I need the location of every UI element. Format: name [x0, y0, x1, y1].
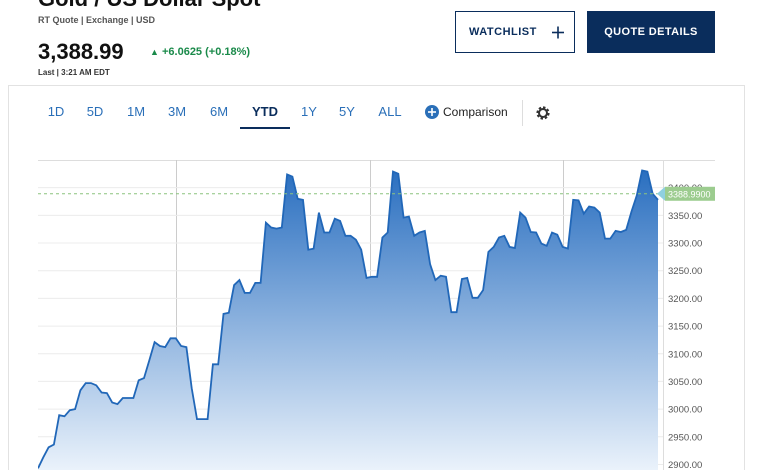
change: ▲ +6.0625 (+0.18%)	[150, 46, 250, 58]
range-tab[interactable]: 6M	[209, 104, 229, 119]
last-price-pointer	[657, 186, 665, 201]
y-tick-label: 3200.00	[668, 294, 702, 305]
price-line	[38, 169, 659, 469]
button-label: WATCHLIST	[469, 26, 537, 38]
range-tab[interactable]: 1M	[126, 104, 146, 119]
y-tick-label: 3350.00	[668, 211, 702, 222]
last-price-tag	[665, 186, 715, 201]
range-tab[interactable]: YTD	[252, 104, 278, 119]
y-tick-label: 3050.00	[668, 377, 702, 388]
change-text: +6.0625 (+0.18%)	[161, 46, 251, 58]
y-tick-label: 3100.00	[668, 349, 702, 360]
comparison[interactable]: Comparison	[443, 105, 508, 119]
settings-icon	[538, 108, 548, 118]
range-tab[interactable]: 5D	[86, 104, 104, 119]
quote-details-button[interactable]: QUOTE DETAILS	[587, 11, 715, 53]
range-tab[interactable]: ALL	[378, 104, 402, 119]
source: RT Quote | Exchange | USD	[38, 15, 156, 25]
last-time: Last | 3:21 AM EDT	[38, 68, 110, 77]
y-tick-label: 3300.00	[668, 239, 702, 250]
range-tab[interactable]: 1Y	[301, 104, 317, 119]
area-fill	[38, 170, 658, 470]
y-tick-label: 3150.00	[668, 322, 702, 333]
y-tick-label: 2950.00	[668, 432, 702, 443]
y-tick-label: 3000.00	[668, 405, 702, 416]
watchlist-button[interactable]: WATCHLIST	[455, 11, 575, 53]
title: Gold / US Dollar Spot	[38, 0, 260, 12]
button-label: QUOTE DETAILS	[604, 26, 698, 38]
up-arrow: ▲	[150, 47, 159, 57]
y-tick-label: 3250.00	[668, 266, 702, 277]
price: 3,388.99	[38, 39, 124, 64]
panel	[8, 85, 745, 470]
range-tab[interactable]: 3M	[167, 104, 187, 119]
last-price-label: 3388.9900	[668, 189, 711, 199]
range-tab[interactable]: 1D	[47, 104, 65, 119]
y-tick-label: 2900.00	[668, 460, 702, 470]
range-tab[interactable]: 5Y	[339, 104, 355, 119]
